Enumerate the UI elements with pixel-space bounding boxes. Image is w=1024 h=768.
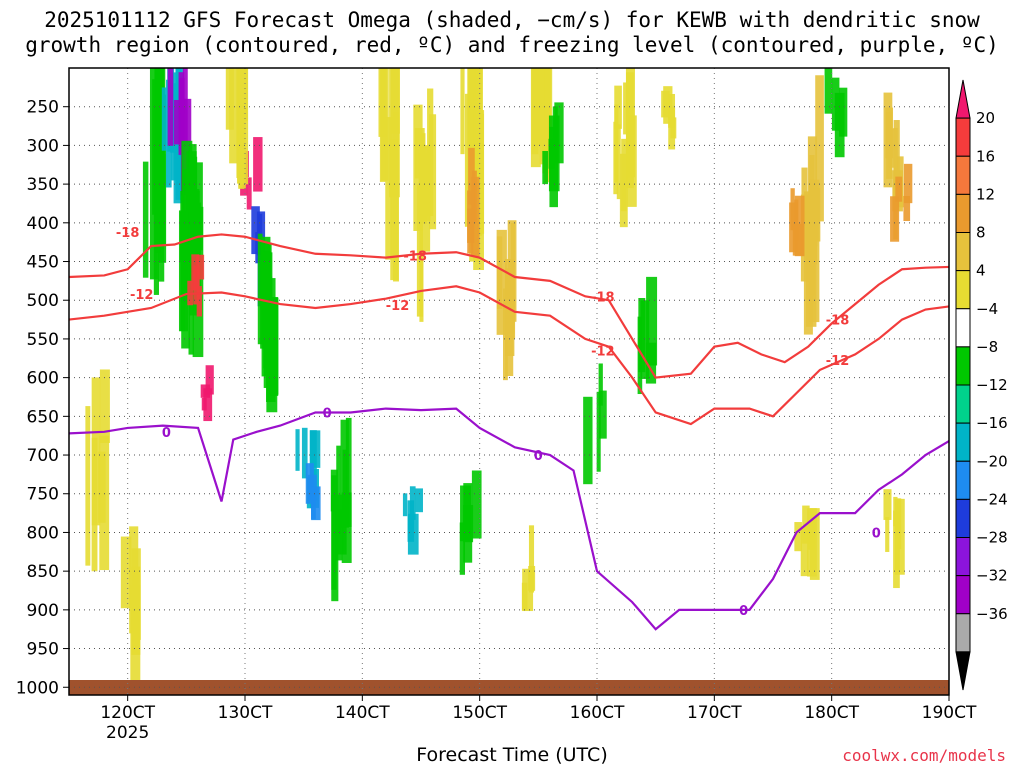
x-tick-label: 140CT <box>335 703 390 723</box>
colorbar-label: 4 <box>976 262 986 280</box>
contour-label: -18 <box>403 249 427 264</box>
contour-label: 0 <box>323 406 332 421</box>
colorbar-label: 20 <box>976 109 995 127</box>
source-credit[interactable]: coolwx.com/models <box>842 746 1006 765</box>
contour-label: -18 <box>116 226 140 241</box>
y-tick-label: 400 <box>27 214 59 234</box>
y-tick-label: 600 <box>27 369 59 389</box>
colorbar-label: −28 <box>976 529 1008 547</box>
y-tick-label: 1000 <box>16 678 59 698</box>
y-tick-label: 800 <box>27 523 59 543</box>
contour-label: -12 <box>130 288 154 303</box>
y-tick-label: 650 <box>27 407 59 427</box>
contour-line-2 <box>68 407 950 631</box>
colorbar-segment <box>955 232 971 272</box>
contour-label: -12 <box>591 345 615 360</box>
x-tick-label: 190CT <box>922 703 977 723</box>
colorbar-label: 8 <box>976 224 986 242</box>
plot-frame <box>68 67 950 696</box>
colorbar-label: −32 <box>976 567 1008 585</box>
x-tick-label: 160CT <box>570 703 625 723</box>
x-tick-label: 180CT <box>804 703 859 723</box>
y-tick-label: 900 <box>27 601 59 621</box>
colorbar-segment <box>955 193 971 233</box>
colorbar-label: −12 <box>976 376 1008 394</box>
y-tick-label: 750 <box>27 485 59 505</box>
contour-label: 0 <box>534 449 543 464</box>
y-tick-label: 500 <box>27 291 59 311</box>
contour-label: 0 <box>162 426 171 441</box>
colorbar-label: −8 <box>976 338 998 356</box>
colorbar-segment <box>955 422 971 462</box>
x-tick-label: 170CT <box>687 703 742 723</box>
colorbar-label: −20 <box>976 452 1008 470</box>
y-tick-label: 350 <box>27 175 59 195</box>
contour-label: -18 <box>826 314 850 329</box>
colorbar-segment <box>955 346 971 386</box>
y-tick-label: 550 <box>27 330 59 350</box>
colorbar: 20 16 12 8 4 −4 −8 −12 −16 −20 −24 −28 −32 −36 <box>955 79 1008 691</box>
colorbar-segment <box>955 117 971 157</box>
colorbar-label: −16 <box>976 414 1008 432</box>
colorbar-cap-bottom <box>955 651 971 691</box>
colorbar-cap-top <box>955 79 971 119</box>
colorbar-segment <box>955 155 971 195</box>
chart-title-line2: growth region (contoured, red, ºC) and f… <box>25 33 999 57</box>
contour-label: -12 <box>386 299 410 314</box>
x-axis-label: Forecast Time (UTC) <box>416 744 608 766</box>
colorbar-segment <box>955 575 971 615</box>
contour-label: 0 <box>872 526 881 541</box>
contour-label: -12 <box>826 354 850 369</box>
colorbar-label: −4 <box>976 300 998 318</box>
contour-label: 0 <box>739 604 748 619</box>
colorbar-label: 12 <box>976 185 995 203</box>
x-tick-sublabel: 2025 <box>106 723 149 743</box>
chart-title-line1: 2025101112 GFS Forecast Omega (shaded, −… <box>44 8 980 32</box>
colorbar-segment <box>955 384 971 424</box>
contour-line-0 <box>68 233 950 379</box>
contour-label: -18 <box>591 290 615 305</box>
colorbar-segment <box>955 613 971 653</box>
contour-line-1 <box>68 285 950 426</box>
y-tick-label: 850 <box>27 562 59 582</box>
y-tick-label: 950 <box>27 640 59 660</box>
colorbar-segment <box>955 537 971 577</box>
y-tick-label: 700 <box>27 446 59 466</box>
colorbar-segment <box>955 460 971 500</box>
colorbar-segment <box>955 270 971 310</box>
y-tick-label: 250 <box>27 98 59 118</box>
x-tick-label: 150CT <box>452 703 507 723</box>
y-tick-label: 300 <box>27 136 59 156</box>
x-tick-label: 120CT <box>100 703 155 723</box>
colorbar-segment <box>955 308 971 348</box>
x-tick-label: 130CT <box>218 703 273 723</box>
omega-shading <box>85 68 913 681</box>
y-tick-label: 450 <box>27 253 59 273</box>
colorbar-label: −24 <box>976 490 1008 508</box>
colorbar-segment <box>955 498 971 538</box>
colorbar-label: −36 <box>976 605 1008 623</box>
grid <box>69 68 950 695</box>
colorbar-label: 16 <box>976 147 995 165</box>
